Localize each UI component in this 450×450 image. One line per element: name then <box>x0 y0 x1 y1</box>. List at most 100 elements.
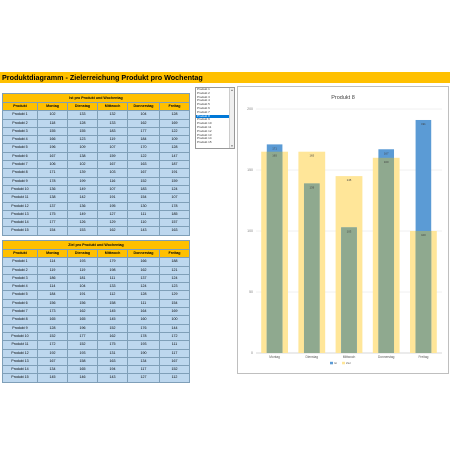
table-cell[interactable]: 167 <box>37 356 68 367</box>
table-cell[interactable]: 167 <box>159 356 190 367</box>
table-cell[interactable]: Produkt 1 <box>2 257 38 267</box>
listbox-item[interactable]: Produkt 3 <box>197 94 210 99</box>
table-cell[interactable]: 165 <box>67 315 98 325</box>
listbox-item[interactable]: Produkt 8 <box>196 114 234 119</box>
table-cell[interactable]: Produkt 4 <box>2 135 38 145</box>
table-cell[interactable]: 167 <box>127 168 160 178</box>
table-cell[interactable]: 159 <box>159 176 190 186</box>
table-cell[interactable]: 188 <box>159 257 190 267</box>
listbox-item[interactable]: Produkt 2 <box>197 90 210 95</box>
table-cell[interactable]: Produkt 14 <box>2 365 38 375</box>
table-cell[interactable]: Produkt 12 <box>2 201 38 211</box>
table-cell[interactable]: Produkt 3 <box>2 126 38 137</box>
listbox-item[interactable]: Produkt 11 <box>197 124 212 129</box>
table-cell[interactable]: 155 <box>67 126 98 137</box>
table-cell[interactable]: 121 <box>159 265 190 275</box>
table-cell[interactable]: 154 <box>127 193 160 203</box>
table-cell[interactable]: Produkt 4 <box>2 282 38 292</box>
table-cell[interactable]: 158 <box>67 356 98 367</box>
table-cell[interactable]: 133 <box>97 282 128 292</box>
table-cell[interactable]: 184 <box>37 290 68 300</box>
table-cell[interactable]: 128 <box>159 110 190 120</box>
table-cell[interactable]: 104 <box>127 110 160 120</box>
table-cell[interactable]: Produkt 5 <box>2 290 38 300</box>
table-cell[interactable]: 152 <box>127 176 160 186</box>
table-cell[interactable]: 134 <box>37 365 68 375</box>
table-cell[interactable]: 119 <box>67 265 98 275</box>
table-cell[interactable]: Produkt 8 <box>2 168 38 178</box>
table-cell[interactable]: 166 <box>37 135 68 145</box>
listbox-item[interactable]: Produkt 1 <box>197 87 210 91</box>
table-cell[interactable]: Produkt 11 <box>2 193 38 203</box>
table-cell[interactable]: 162 <box>127 118 160 128</box>
table-cell[interactable]: 117 <box>127 365 160 375</box>
table-cell[interactable]: 196 <box>67 323 98 333</box>
table-cell[interactable]: 165 <box>67 365 98 375</box>
table-cell[interactable]: 143 <box>97 373 128 383</box>
table-cell[interactable]: 157 <box>159 218 190 228</box>
table-cell[interactable]: 166 <box>127 257 160 267</box>
table-cell[interactable]: 114 <box>37 257 68 267</box>
listbox-item[interactable]: Produkt 10 <box>197 121 212 126</box>
table-cell[interactable]: Produkt 10 <box>2 184 38 195</box>
table-cell[interactable]: 124 <box>159 273 190 284</box>
table-cell[interactable]: 118 <box>37 118 68 128</box>
table-cell[interactable]: 169 <box>159 118 190 128</box>
table-cell[interactable]: 117 <box>159 348 190 358</box>
table-cell[interactable]: 164 <box>127 307 160 317</box>
scroll-down-icon[interactable]: ▼ <box>230 144 234 148</box>
table-cell[interactable]: 178 <box>37 176 68 186</box>
listbox-item[interactable]: Produkt 15 <box>197 140 212 145</box>
table-cell[interactable]: 158 <box>97 298 128 309</box>
table-cell[interactable]: 162 <box>67 307 98 317</box>
table-cell[interactable]: 142 <box>67 193 98 203</box>
table-cell[interactable]: 193 <box>67 348 98 358</box>
table-cell[interactable]: 192 <box>37 348 68 358</box>
table-cell[interactable]: 191 <box>67 290 98 300</box>
table-cell[interactable]: 181 <box>67 273 98 284</box>
table-cell[interactable]: Produkt 9 <box>2 176 38 186</box>
table-cell[interactable]: 183 <box>127 184 160 195</box>
table-cell[interactable]: 127 <box>97 209 128 220</box>
table-cell[interactable]: 184 <box>127 135 160 145</box>
table-cell[interactable]: 106 <box>37 160 68 170</box>
table-cell[interactable]: 110 <box>127 218 160 228</box>
listbox-item[interactable]: Produkt 4 <box>197 98 210 103</box>
table-cell[interactable]: 194 <box>97 365 128 375</box>
table-cell[interactable]: Produkt 6 <box>2 298 38 309</box>
table-cell[interactable]: 172 <box>159 331 190 342</box>
table-cell[interactable]: 128 <box>37 323 68 333</box>
table-cell[interactable]: Produkt 7 <box>2 307 38 317</box>
table-cell[interactable]: 159 <box>97 151 128 162</box>
table-cell[interactable]: Produkt 15 <box>2 373 38 383</box>
table-cell[interactable]: 104 <box>67 282 98 292</box>
table-cell[interactable]: 109 <box>159 135 190 145</box>
table-cell[interactable]: 163 <box>97 356 128 367</box>
table-cell[interactable]: 119 <box>97 135 128 145</box>
table-cell[interactable]: 196 <box>37 143 68 153</box>
table-cell[interactable]: 112 <box>97 290 128 300</box>
table-cell[interactable]: 139 <box>67 168 98 178</box>
table-cell[interactable]: Produkt 2 <box>2 118 38 128</box>
table-cell[interactable]: 186 <box>37 273 68 284</box>
table-cell[interactable]: 132 <box>97 110 128 120</box>
table-cell[interactable]: 107 <box>97 184 128 195</box>
table-cell[interactable]: 145 <box>37 373 68 383</box>
table-cell[interactable]: 127 <box>127 373 160 383</box>
product-chart[interactable]: Produkt 8 0 50 100 150 200 171 165 Montag 139 165… <box>237 86 449 374</box>
table-cell[interactable]: 195 <box>97 201 128 211</box>
table-cell[interactable]: 173 <box>37 307 68 317</box>
table-cell[interactable]: 191 <box>159 168 190 178</box>
table-cell[interactable]: 172 <box>37 340 68 350</box>
table-cell[interactable]: 179 <box>97 257 128 267</box>
table-cell[interactable]: Produkt 5 <box>2 143 38 153</box>
table-cell[interactable]: 123 <box>159 282 190 292</box>
table-cell[interactable]: 153 <box>67 226 98 236</box>
table-cell[interactable]: 126 <box>67 218 98 228</box>
listbox-item[interactable]: Produkt 9 <box>197 117 210 122</box>
table-cell[interactable]: 111 <box>127 209 160 220</box>
listbox-scrollbar[interactable]: ▲ ▼ <box>229 88 234 148</box>
listbox-items[interactable]: Produkt 1 Produkt 2 Produkt 3 Produkt 4 Prod… <box>196 88 234 145</box>
table-cell[interactable]: 129 <box>97 218 128 228</box>
listbox-item[interactable]: Produkt 14 <box>197 136 212 141</box>
